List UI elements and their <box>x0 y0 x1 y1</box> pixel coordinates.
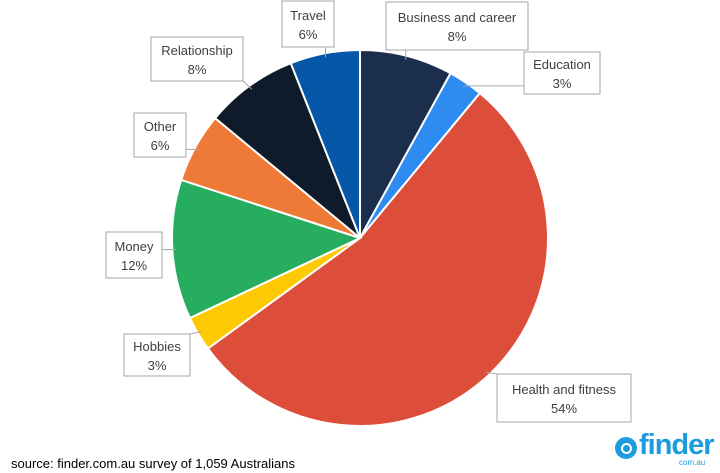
slice-value-label: 6% <box>299 27 318 42</box>
search-icon <box>615 437 637 459</box>
callout-relationship: Relationship 8% <box>150 36 244 82</box>
callout-health-and-fitness: Health and fitness 54% <box>496 373 632 423</box>
logo-wordmark: finder <box>639 429 715 461</box>
callout-box <box>281 0 335 48</box>
callout-travel: Travel 6% <box>281 0 335 48</box>
slice-value-label: 54% <box>551 401 577 416</box>
callout-labels: Business and career 8% Education 3% Health a… <box>105 0 632 423</box>
callout-business-and-career: Business and career 8% <box>385 1 529 51</box>
leader-line <box>485 371 498 375</box>
callout-other: Other 6% <box>133 112 187 158</box>
slice-category-label: Other <box>144 119 177 134</box>
slice-category-label: Travel <box>290 8 326 23</box>
callout-box <box>523 51 601 95</box>
slice-value-label: 3% <box>148 358 167 373</box>
pie-slice-travel <box>289 48 361 239</box>
slice-category-label: Health and fitness <box>512 382 617 397</box>
slice-value-label: 3% <box>553 76 572 91</box>
pie-slices <box>171 48 549 427</box>
slice-value-label: 8% <box>448 29 467 44</box>
slice-category-label: Money <box>114 239 154 254</box>
callout-education: Education 3% <box>523 51 601 95</box>
slice-category-label: Education <box>533 57 591 72</box>
callout-box <box>105 231 163 279</box>
source-note: source: finder.com.au survey of 1,059 Au… <box>11 456 295 471</box>
pie-slice-business-and-career <box>359 48 452 239</box>
slice-value-label: 8% <box>188 62 207 77</box>
callout-box <box>385 1 529 51</box>
slice-category-label: Business and career <box>398 10 517 25</box>
callout-box <box>150 36 244 82</box>
slice-value-label: 6% <box>151 138 170 153</box>
slice-category-label: Hobbies <box>133 339 181 354</box>
callout-leaders <box>162 47 524 375</box>
callout-money: Money 12% <box>105 231 163 279</box>
callout-box <box>133 112 187 158</box>
pie-slice-health-and-fitness <box>206 91 549 427</box>
leader-line <box>242 80 253 90</box>
finder-logo: finder com.au <box>615 429 715 467</box>
logo-domain: com.au <box>679 458 706 467</box>
pie-slice-relationship <box>213 61 361 239</box>
callout-box <box>496 373 632 423</box>
leader-line <box>189 331 202 335</box>
callout-box <box>123 333 191 377</box>
callout-hobbies: Hobbies 3% <box>123 333 191 377</box>
slice-value-label: 12% <box>121 258 147 273</box>
slice-category-label: Relationship <box>161 43 233 58</box>
